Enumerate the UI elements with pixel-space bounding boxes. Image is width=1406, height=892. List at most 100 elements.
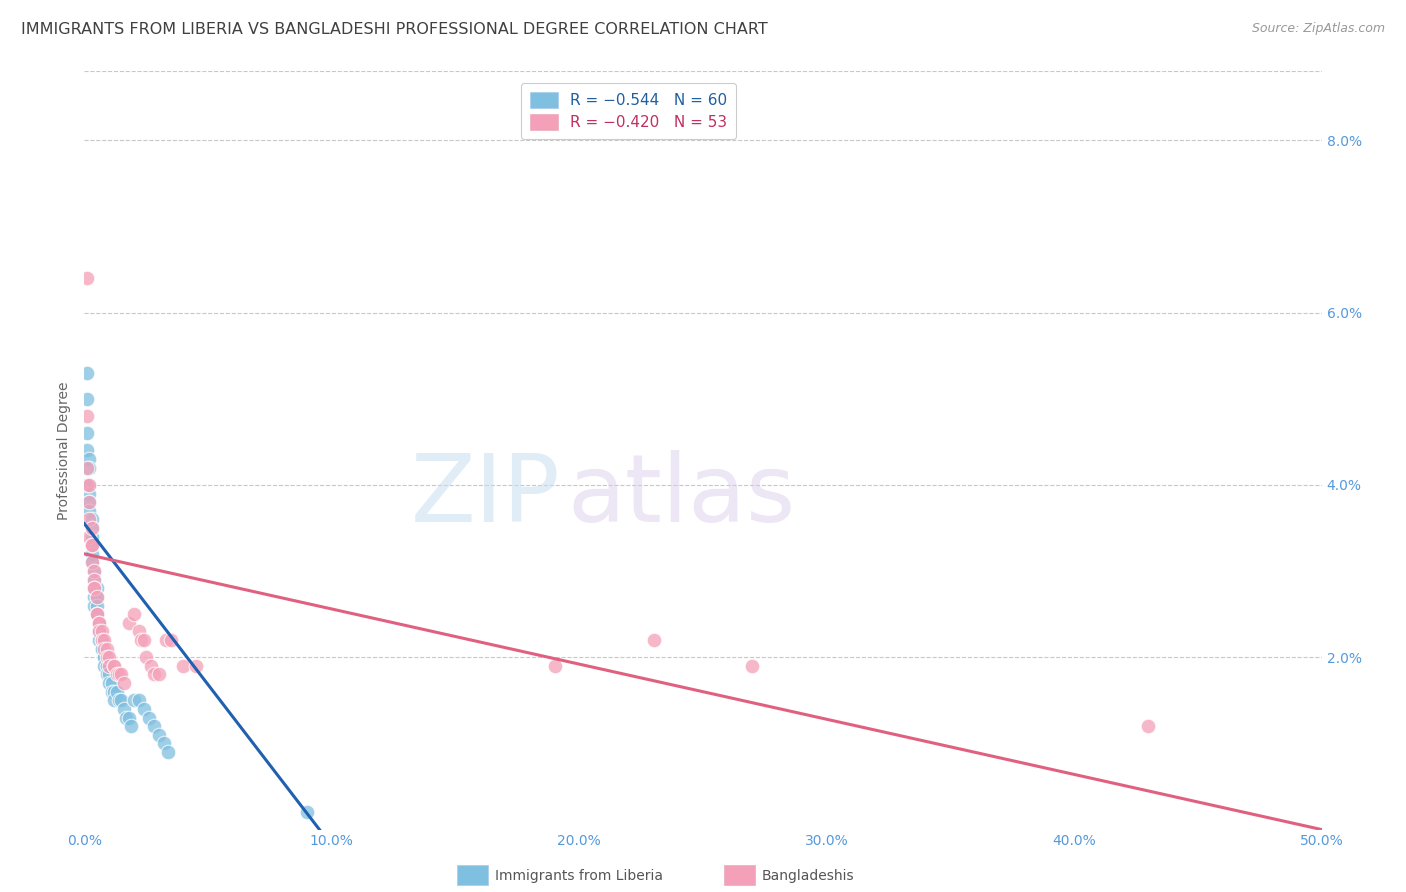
Point (96, 650, 118, 665)
Point (90, 641, 112, 656)
Point (79, 504, 101, 518)
Point (90, 633, 112, 648)
Point (76, 271, 98, 285)
Point (93, 650, 115, 665)
Point (83, 573, 105, 587)
Point (122, 693, 145, 707)
Point (98, 676, 121, 690)
Point (80, 547, 103, 561)
Point (79, 512, 101, 526)
Point (98, 667, 121, 681)
Point (86, 607, 108, 622)
Point (148, 667, 170, 681)
Point (83, 599, 105, 613)
Point (86, 607, 108, 622)
Point (76, 366, 98, 380)
Point (118, 710, 141, 724)
Point (76, 443, 98, 458)
Point (96, 641, 118, 656)
Point (79, 452, 101, 467)
Point (86, 607, 108, 622)
Point (96, 658, 118, 673)
Point (86, 590, 108, 604)
Point (89, 633, 111, 648)
Point (83, 582, 105, 596)
Point (89, 615, 111, 630)
Point (80, 538, 103, 552)
Point (76, 409, 98, 423)
Point (105, 684, 128, 698)
Point (103, 693, 125, 707)
Point (138, 710, 160, 724)
Point (132, 633, 155, 648)
Point (108, 667, 131, 681)
Point (79, 495, 101, 509)
Point (103, 684, 125, 698)
Point (112, 676, 135, 690)
Point (1137, 719, 1160, 733)
Point (142, 719, 165, 733)
Point (118, 615, 141, 630)
Point (93, 641, 115, 656)
Point (80, 538, 103, 552)
Point (295, 805, 318, 820)
Point (89, 624, 111, 639)
Point (93, 633, 115, 648)
Text: Immigrants from Liberia: Immigrants from Liberia (495, 869, 662, 883)
Point (110, 693, 132, 707)
Point (76, 478, 98, 492)
Point (80, 512, 103, 526)
Text: atlas: atlas (567, 450, 796, 542)
Text: ZIP: ZIP (411, 450, 561, 542)
Text: Source: ZipAtlas.com: Source: ZipAtlas.com (1251, 22, 1385, 36)
Point (110, 667, 132, 681)
Point (155, 633, 177, 648)
Point (141, 658, 163, 673)
Point (128, 624, 150, 639)
Point (79, 478, 101, 492)
Point (83, 564, 105, 578)
Point (86, 599, 108, 613)
Legend: R = −0.544   N = 60, R = −0.420   N = 53: R = −0.544 N = 60, R = −0.420 N = 53 (522, 83, 737, 139)
Point (120, 719, 142, 733)
Point (89, 615, 111, 630)
Point (115, 710, 138, 724)
Point (79, 486, 101, 500)
Point (90, 633, 112, 648)
Point (103, 658, 125, 673)
Point (129, 633, 152, 648)
Point (83, 573, 105, 587)
Point (160, 633, 183, 648)
Point (80, 521, 103, 535)
Point (79, 478, 101, 492)
Point (90, 641, 112, 656)
Point (132, 702, 155, 716)
Point (80, 556, 103, 570)
Point (98, 658, 121, 673)
Point (80, 538, 103, 552)
Text: Bangladeshis: Bangladeshis (762, 869, 855, 883)
Point (100, 684, 122, 698)
Point (172, 658, 194, 673)
Point (86, 607, 108, 622)
Point (112, 702, 135, 716)
Point (93, 658, 115, 673)
Point (76, 392, 98, 406)
Point (103, 658, 125, 673)
Point (643, 633, 665, 648)
Point (79, 460, 101, 475)
Point (86, 590, 108, 604)
Point (83, 582, 105, 596)
Y-axis label: Professional Degree: Professional Degree (58, 381, 72, 520)
Point (100, 676, 122, 690)
Text: IMMIGRANTS FROM LIBERIA VS BANGLADESHI PROFESSIONAL DEGREE CORRELATION CHART: IMMIGRANTS FROM LIBERIA VS BANGLADESHI P… (21, 22, 768, 37)
Point (86, 582, 108, 596)
Point (76, 460, 98, 475)
Point (80, 521, 103, 535)
Point (135, 650, 157, 665)
Point (80, 556, 103, 570)
Point (741, 658, 763, 673)
Point (80, 530, 103, 544)
Point (142, 667, 165, 681)
Point (93, 650, 115, 665)
